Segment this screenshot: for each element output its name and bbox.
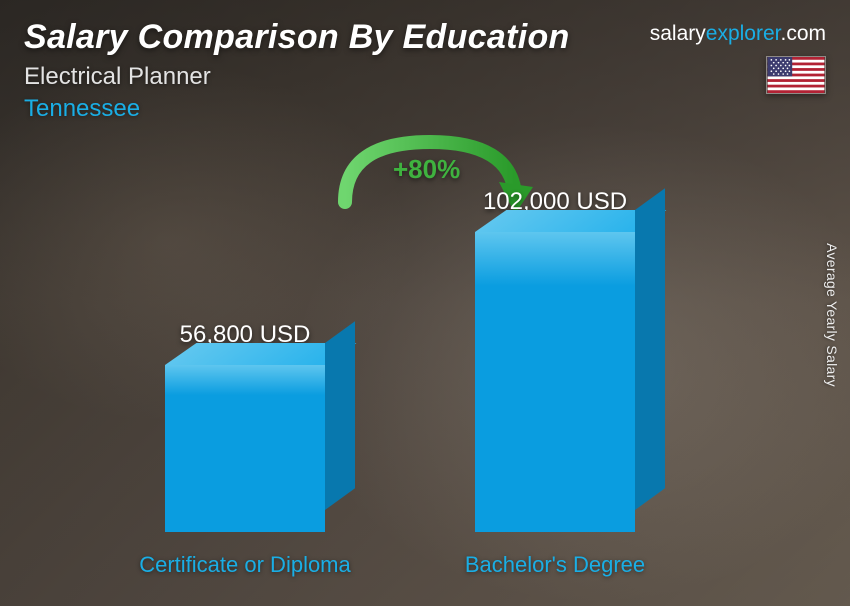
bar-label-1: Bachelor's Degree — [440, 552, 670, 578]
chart-location: Tennessee — [24, 95, 826, 123]
bar-group-1: 102,000 USD — [475, 188, 635, 532]
brand-prefix: salary — [650, 22, 706, 45]
labels-container: Certificate or Diploma Bachelor's Degree — [0, 552, 800, 578]
chart-area: 56,800 USD 102,000 USD Certificate or Dip… — [0, 150, 850, 606]
brand: salaryexplorer.com — [650, 22, 826, 94]
brand-text: salaryexplorer.com — [650, 22, 826, 46]
bar-group-0: 56,800 USD — [165, 321, 325, 532]
bars-container: 56,800 USD 102,000 USD — [0, 182, 800, 532]
bar-1 — [475, 232, 635, 532]
bar-0 — [165, 365, 325, 532]
flag-icon — [766, 56, 826, 94]
brand-suffix: .com — [780, 22, 826, 45]
bar-label-0: Certificate or Diploma — [130, 552, 360, 578]
brand-mid: explorer — [706, 22, 781, 45]
